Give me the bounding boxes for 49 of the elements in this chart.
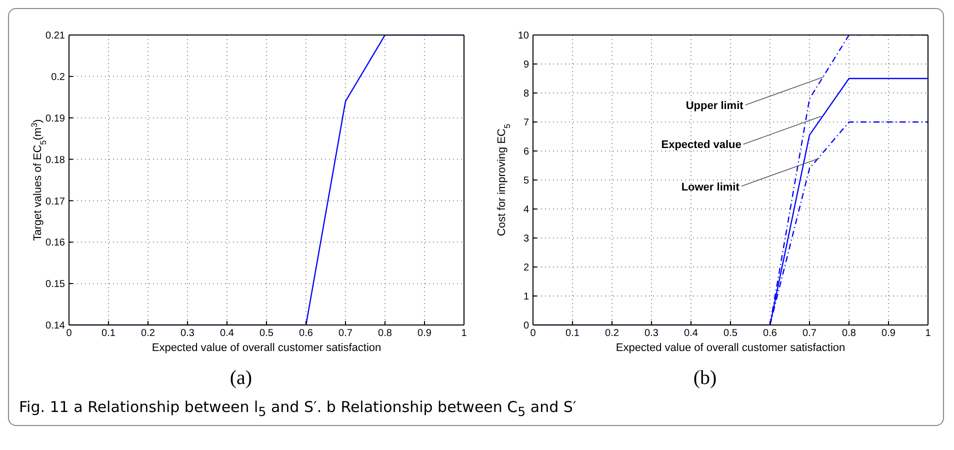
y-tick-label: 0.18 xyxy=(46,154,66,166)
x-tick-label: 0.6 xyxy=(763,328,778,340)
x-tick-label: 0.8 xyxy=(378,328,392,340)
annotation: Lower limit xyxy=(681,181,740,194)
x-tick-label: 0 xyxy=(66,328,72,340)
x-tick-label: 0.1 xyxy=(566,328,580,340)
y-tick-label: 0.16 xyxy=(46,238,66,249)
annotation: Upper limit xyxy=(686,100,744,112)
y-tick-label: 0 xyxy=(523,320,530,332)
y-tick-label: 9 xyxy=(523,60,530,71)
y-tick-label: 0.19 xyxy=(46,113,66,124)
x-tick-label: 0.2 xyxy=(141,328,156,340)
y-tick-label: 0.21 xyxy=(46,30,66,42)
y-tick-label: 4 xyxy=(523,204,530,216)
x-tick-label: 0.3 xyxy=(180,328,195,340)
x-tick-label: 0.9 xyxy=(882,328,896,340)
x-tick-label: 0.6 xyxy=(299,328,314,340)
text: (b) xyxy=(693,367,717,389)
x-axis-title: Expected value of overall customer satisfaction xyxy=(152,342,382,354)
x-tick-label: 0.3 xyxy=(644,328,659,340)
annotation: Expected value xyxy=(661,139,742,152)
y-tick-label: 0.17 xyxy=(46,196,66,208)
caption: Fig. 11 a Relationship between l$_{5}$ and S′. b Relationship between C$_{5}$ and S′ xyxy=(19,398,578,419)
y-tick-label: 0.2 xyxy=(51,72,66,83)
x-tick-label: 0.7 xyxy=(338,328,353,340)
x-tick-label: 0.1 xyxy=(102,328,116,340)
x-tick-label: 0.7 xyxy=(802,328,817,340)
x-axis-title: Expected value of overall customer satisfaction xyxy=(616,342,846,354)
y-tick-label: 8 xyxy=(523,88,530,100)
x-tick-label: 0.4 xyxy=(220,328,234,340)
x-tick-label: 0 xyxy=(530,328,536,340)
x-tick-label: 0.9 xyxy=(418,328,432,340)
x-tick-label: 0.5 xyxy=(260,328,274,340)
x-tick-label: 0.4 xyxy=(684,328,698,340)
y-tick-label: 5 xyxy=(523,176,530,187)
x-tick-label: 1 xyxy=(925,328,932,340)
x-tick-label: 0.2 xyxy=(605,328,620,340)
text: (a) xyxy=(230,367,252,389)
y-tick-label: 0.14 xyxy=(46,320,66,332)
y-tick-label: 6 xyxy=(523,146,530,158)
y-tick-label: 10 xyxy=(518,30,530,42)
x-tick-label: 1 xyxy=(461,328,468,340)
y-tick-label: 3 xyxy=(523,234,530,245)
y-tick-label: 7 xyxy=(523,118,530,129)
x-tick-label: 0.5 xyxy=(724,328,738,340)
x-tick-label: 0.8 xyxy=(842,328,856,340)
y-tick-label: 1 xyxy=(523,292,530,303)
y-tick-label: 2 xyxy=(523,262,530,274)
y-tick-label: 0.15 xyxy=(46,279,66,290)
